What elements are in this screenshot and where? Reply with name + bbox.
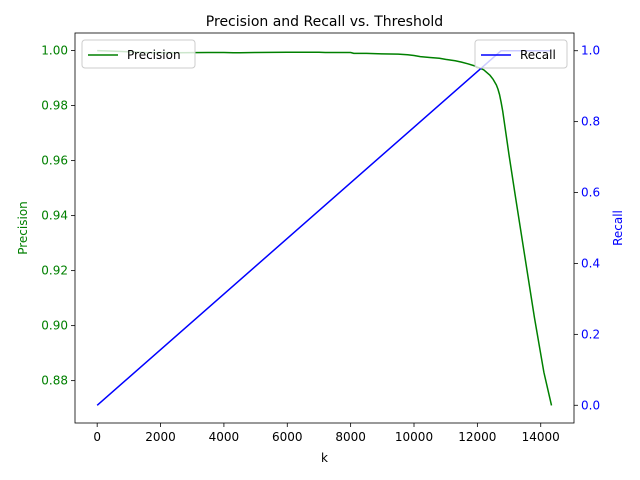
x-tick-label: 8000 [335, 430, 366, 444]
legend-recall-label: Recall [520, 48, 556, 62]
legend-box [81, 39, 196, 69]
x-tick-label: 10000 [395, 430, 433, 444]
chart-title: Precision and Recall vs. Threshold [206, 14, 443, 30]
legend-precision: Precision [81, 39, 196, 69]
left-tick-label: 0.92 [41, 264, 68, 278]
x-tick-label: 0 [93, 430, 101, 444]
x-tick-label: 2000 [145, 430, 176, 444]
right-tick-label: 0.2 [581, 327, 600, 341]
x-tick-label: 6000 [272, 430, 303, 444]
plot-frame [74, 32, 575, 424]
left-axis-ticks: 0.88 0.90 0.92 0.94 0.96 0.98 1.00 [41, 44, 75, 388]
plot-area [75, 33, 574, 423]
legend-recall: Recall [474, 39, 568, 69]
left-tick-label: 0.96 [41, 154, 68, 168]
left-tick-label: 1.00 [41, 44, 68, 58]
x-axis-label: k [321, 451, 328, 465]
right-tick-label: 0.4 [581, 256, 600, 270]
right-tick-label: 0.0 [581, 398, 600, 412]
right-tick-label: 0.8 [581, 115, 600, 129]
right-axis-ticks: 0.0 0.2 0.4 0.6 0.8 1.0 [574, 44, 600, 412]
left-tick-label: 0.88 [41, 374, 68, 388]
x-tick-label: 4000 [209, 430, 240, 444]
x-tick-label: 12000 [458, 430, 496, 444]
right-axis-label: Recall [611, 210, 625, 246]
right-tick-label: 1.0 [581, 44, 600, 58]
legend-box [474, 39, 568, 69]
right-tick-label: 0.6 [581, 186, 600, 200]
legend-precision-label: Precision [127, 48, 181, 62]
x-axis-ticks: 0 2000 4000 6000 8000 10000 12000 14000 [93, 423, 560, 444]
series-line-precision [97, 49, 553, 406]
left-axis-label: Precision [16, 201, 30, 255]
left-tick-label: 0.90 [41, 319, 68, 333]
left-tick-label: 0.94 [41, 209, 68, 223]
left-tick-label: 0.98 [41, 99, 68, 113]
x-tick-label: 14000 [522, 430, 560, 444]
